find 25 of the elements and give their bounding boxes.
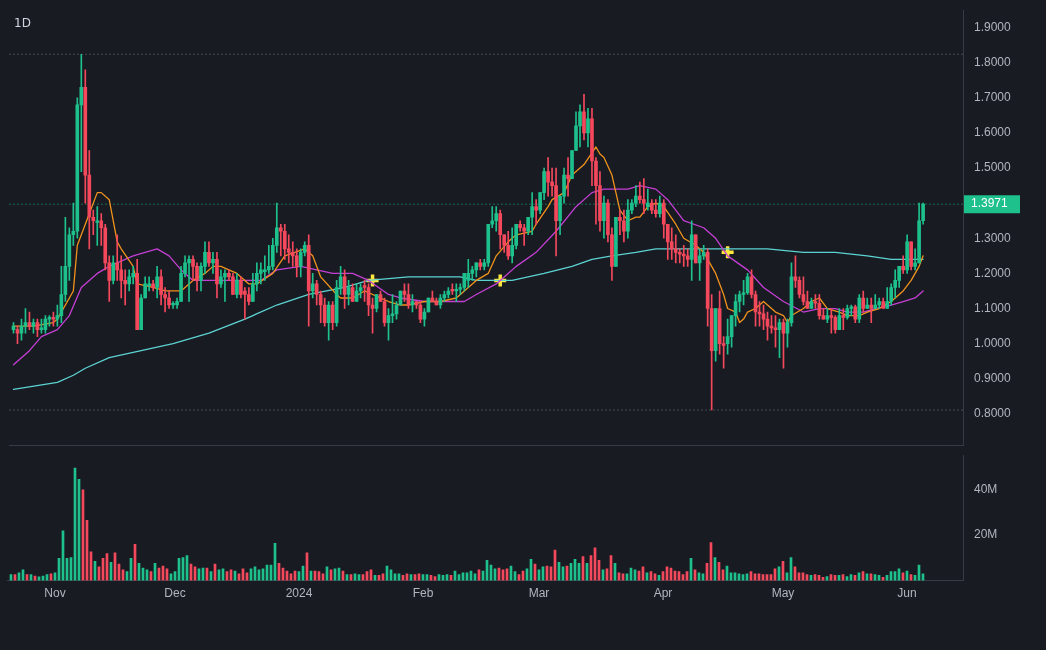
- ref-line-label: 1.3971: [971, 196, 1009, 211]
- y-tick-label: 40M: [974, 481, 998, 496]
- y-tick-label: 1.3000: [974, 230, 1012, 245]
- y-tick-label: 0.8000: [974, 406, 1012, 421]
- x-tick-label: Mar: [528, 586, 550, 601]
- x-tick-label: Dec: [164, 586, 186, 601]
- x-tick-label: Jun: [897, 586, 917, 601]
- y-tick-label: 1.0000: [974, 335, 1012, 350]
- y-tick-label: 1.2000: [974, 265, 1012, 280]
- x-tick-label: Nov: [44, 586, 66, 601]
- x-tick-label: Apr: [653, 586, 673, 601]
- x-tick-label: May: [771, 586, 795, 601]
- y-tick-label: 1.5000: [974, 160, 1012, 175]
- y-tick-label: 1.7000: [974, 90, 1012, 105]
- x-tick-label: Feb: [412, 586, 434, 601]
- x-tick-label: 2024: [285, 586, 313, 601]
- y-tick-label: 1.8000: [974, 54, 1012, 69]
- candlestick: [614, 216, 618, 267]
- y-tick-label: 20M: [974, 527, 998, 542]
- y-tick-label: 1.9000: [974, 19, 1012, 34]
- y-tick-label: 1.6000: [974, 125, 1012, 140]
- y-tick-label: 1.1000: [974, 300, 1012, 315]
- candlestick: [693, 234, 698, 264]
- text: 1D: [14, 16, 31, 30]
- y-tick-label: 0.9000: [974, 371, 1012, 386]
